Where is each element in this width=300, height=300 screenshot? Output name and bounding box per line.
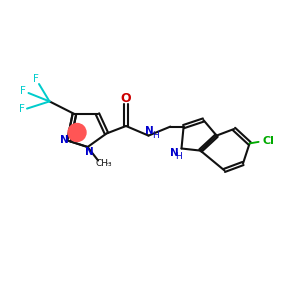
Text: F: F xyxy=(20,86,26,97)
Text: Cl: Cl xyxy=(262,136,274,146)
Text: H: H xyxy=(152,130,158,140)
Text: N: N xyxy=(85,147,94,157)
Text: F: F xyxy=(19,103,25,114)
Text: O: O xyxy=(121,92,131,105)
Text: N: N xyxy=(170,148,179,158)
Text: F: F xyxy=(33,74,39,84)
Circle shape xyxy=(68,124,86,142)
Text: methyl: methyl xyxy=(107,162,112,164)
Text: N: N xyxy=(145,126,154,136)
Text: H: H xyxy=(175,152,182,161)
Text: CH₃: CH₃ xyxy=(96,159,112,168)
Text: N: N xyxy=(59,135,68,146)
